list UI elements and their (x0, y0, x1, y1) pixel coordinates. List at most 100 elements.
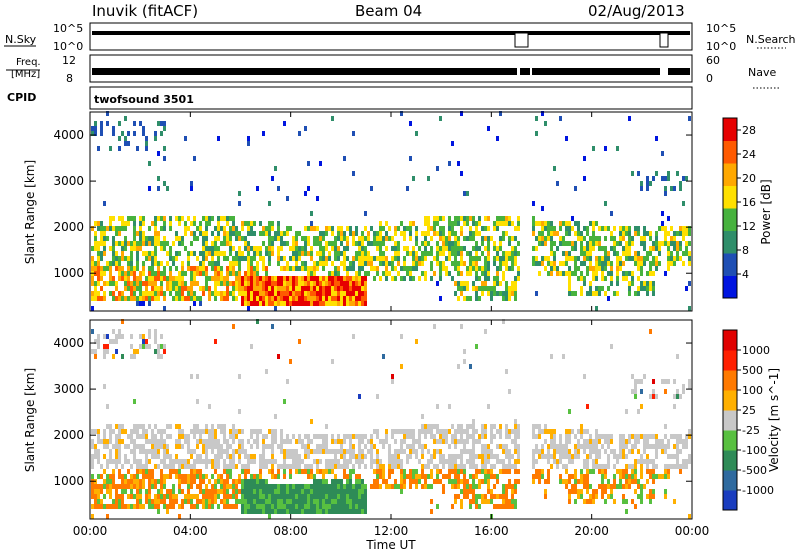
heatmap-cell (517, 216, 520, 221)
heatmap-cell (265, 484, 268, 489)
heatmap-cell (106, 334, 109, 339)
heatmap-cell (625, 241, 628, 246)
heatmap-cell (469, 459, 472, 464)
colorbar-frame (722, 329, 738, 511)
heatmap-cell (103, 469, 106, 474)
colorbar-segment (723, 430, 737, 451)
heatmap-cell (334, 449, 337, 454)
heatmap-cell (571, 246, 574, 251)
heatmap-cell (304, 276, 307, 281)
heatmap-cell (370, 186, 373, 191)
heatmap-cell (436, 166, 439, 171)
heatmap-cell (256, 266, 259, 271)
heatmap-cell (439, 439, 442, 444)
heatmap-cell (487, 126, 490, 131)
heatmap-cell (379, 256, 382, 261)
heatmap-cell (391, 429, 394, 434)
heatmap-cell (178, 291, 181, 296)
heatmap-cell (598, 464, 601, 469)
heatmap-cell (325, 469, 328, 474)
heatmap-cell (388, 464, 391, 469)
heatmap-cell (595, 494, 598, 499)
heatmap-cell (139, 301, 142, 306)
heatmap-cell (145, 241, 148, 246)
heatmap-cell (340, 439, 343, 444)
heatmap-cell (241, 281, 244, 286)
heatmap-cell (289, 454, 292, 459)
heatmap-cell (145, 146, 148, 151)
heatmap-cell (634, 479, 637, 484)
heatmap-cell (451, 251, 454, 256)
heatmap-cell (160, 474, 163, 479)
heatmap-cell (94, 484, 97, 489)
heatmap-cell (223, 296, 226, 301)
heatmap-cell (688, 434, 691, 439)
heatmap-cell (409, 444, 412, 449)
heatmap-cell (457, 296, 460, 301)
heatmap-cell (115, 424, 118, 429)
heatmap-cell (352, 261, 355, 266)
heatmap-cell (124, 484, 127, 489)
heatmap-cell (625, 246, 628, 251)
heatmap-cell (466, 439, 469, 444)
heatmap-cell (589, 499, 592, 504)
heatmap-cell (457, 241, 460, 246)
heatmap-cell (223, 276, 226, 281)
heatmap-cell (220, 291, 223, 296)
heatmap-cell (409, 429, 412, 434)
heatmap-cell (583, 374, 586, 379)
heatmap-cell (277, 221, 280, 226)
freq-right-tick-bottom: 0 (706, 72, 713, 85)
heatmap-cell (160, 276, 163, 281)
heatmap-cell (145, 464, 148, 469)
heatmap-cell (241, 504, 244, 509)
heatmap-cell (295, 454, 298, 459)
heatmap-cell (106, 489, 109, 494)
heatmap-cell (682, 464, 685, 469)
heatmap-cell (220, 266, 223, 271)
heatmap-cell (511, 256, 514, 261)
heatmap-cell (289, 246, 292, 251)
heatmap-cell (241, 494, 244, 499)
heatmap-cell (445, 271, 448, 276)
heatmap-cell (454, 429, 457, 434)
heatmap-cell (586, 246, 589, 251)
heatmap-cell (130, 266, 133, 271)
heatmap-cell (568, 291, 571, 296)
heatmap-cell (259, 301, 262, 306)
heatmap-cell (370, 266, 373, 271)
heatmap-cell (322, 489, 325, 494)
heatmap-cell (466, 459, 469, 464)
heatmap-cell (415, 474, 418, 479)
heatmap-cell (91, 296, 94, 301)
heatmap-cell (682, 439, 685, 444)
heatmap-cell (514, 251, 517, 256)
heatmap-cell (535, 459, 538, 464)
heatmap-cell (244, 499, 247, 504)
heatmap-cell (157, 216, 160, 221)
heatmap-cell (160, 286, 163, 291)
heatmap-cell (184, 459, 187, 464)
heatmap-cell (250, 231, 253, 236)
heatmap-cell (220, 449, 223, 454)
heatmap-cell (676, 464, 679, 469)
heatmap-cell (109, 484, 112, 489)
heatmap-cell (337, 276, 340, 281)
heatmap-cell (271, 176, 274, 181)
heatmap-cell (178, 216, 181, 221)
heatmap-cell (421, 261, 424, 266)
heatmap-cell (376, 484, 379, 489)
heatmap-cell (628, 271, 631, 276)
heatmap-cell (559, 271, 562, 276)
heatmap-cell (121, 424, 124, 429)
heatmap-cell (355, 454, 358, 459)
heatmap-cell (514, 499, 517, 504)
heatmap-cell (331, 439, 334, 444)
heatmap-cell (352, 281, 355, 286)
heatmap-cell (382, 226, 385, 231)
heatmap-cell (337, 236, 340, 241)
heatmap-cell (106, 266, 109, 271)
heatmap-cell (421, 464, 424, 469)
heatmap-cell (151, 276, 154, 281)
heatmap-cell (589, 449, 592, 454)
